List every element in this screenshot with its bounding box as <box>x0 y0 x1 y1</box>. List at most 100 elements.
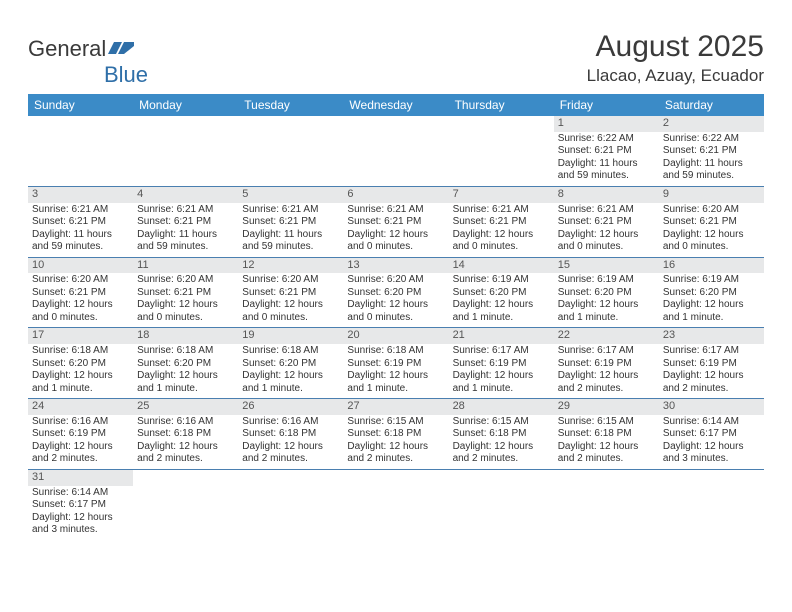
day-line: and 0 minutes. <box>453 241 550 254</box>
day-line: Sunset: 6:18 PM <box>242 428 339 441</box>
day-line: Sunset: 6:21 PM <box>663 145 760 158</box>
day-line: and 1 minute. <box>242 383 339 396</box>
day-line: Daylight: 12 hours <box>663 299 760 312</box>
calendar-page: General August 2025 Llacao, Azuay, Ecuad… <box>0 0 792 560</box>
day-line: Sunset: 6:21 PM <box>242 287 339 300</box>
day-line: Sunset: 6:21 PM <box>663 216 760 229</box>
day-number: 23 <box>659 328 764 344</box>
calendar-day-cell: 23Sunrise: 6:17 AMSunset: 6:19 PMDayligh… <box>659 328 764 399</box>
day-line: Daylight: 12 hours <box>453 370 550 383</box>
day-details: Sunrise: 6:14 AMSunset: 6:17 PMDaylight:… <box>659 415 764 469</box>
calendar-day-cell: 19Sunrise: 6:18 AMSunset: 6:20 PMDayligh… <box>238 328 343 399</box>
day-line: Sunrise: 6:15 AM <box>347 416 444 429</box>
day-line: Sunrise: 6:22 AM <box>663 133 760 146</box>
calendar-week-row: 10Sunrise: 6:20 AMSunset: 6:21 PMDayligh… <box>28 257 764 328</box>
day-line: and 3 minutes. <box>663 453 760 466</box>
day-details: Sunrise: 6:21 AMSunset: 6:21 PMDaylight:… <box>449 203 554 257</box>
calendar-day-cell: 24Sunrise: 6:16 AMSunset: 6:19 PMDayligh… <box>28 399 133 470</box>
day-line: Daylight: 12 hours <box>663 441 760 454</box>
day-line: and 0 minutes. <box>137 312 234 325</box>
calendar-day-cell: 21Sunrise: 6:17 AMSunset: 6:19 PMDayligh… <box>449 328 554 399</box>
day-line: Sunset: 6:21 PM <box>32 216 129 229</box>
day-details: Sunrise: 6:18 AMSunset: 6:20 PMDaylight:… <box>238 344 343 398</box>
calendar-day-cell: 9Sunrise: 6:20 AMSunset: 6:21 PMDaylight… <box>659 186 764 257</box>
day-line: Daylight: 12 hours <box>663 229 760 242</box>
calendar-table: SundayMondayTuesdayWednesdayThursdayFrid… <box>28 94 764 540</box>
day-line: Sunrise: 6:15 AM <box>453 416 550 429</box>
day-line: and 2 minutes. <box>137 453 234 466</box>
day-details: Sunrise: 6:17 AMSunset: 6:19 PMDaylight:… <box>554 344 659 398</box>
calendar-day-cell: 28Sunrise: 6:15 AMSunset: 6:18 PMDayligh… <box>449 399 554 470</box>
day-number: 31 <box>28 470 133 486</box>
day-line: and 0 minutes. <box>32 312 129 325</box>
day-details: Sunrise: 6:20 AMSunset: 6:21 PMDaylight:… <box>28 273 133 327</box>
day-line: and 2 minutes. <box>242 453 339 466</box>
day-line: and 59 minutes. <box>558 170 655 183</box>
day-line: Sunrise: 6:17 AM <box>663 345 760 358</box>
day-number: 24 <box>28 399 133 415</box>
day-line: Sunrise: 6:18 AM <box>347 345 444 358</box>
day-details: Sunrise: 6:18 AMSunset: 6:20 PMDaylight:… <box>133 344 238 398</box>
calendar-week-row: 24Sunrise: 6:16 AMSunset: 6:19 PMDayligh… <box>28 399 764 470</box>
day-line: Sunset: 6:21 PM <box>453 216 550 229</box>
day-line: Sunrise: 6:21 AM <box>137 204 234 217</box>
day-number: 11 <box>133 258 238 274</box>
calendar-day-cell: 8Sunrise: 6:21 AMSunset: 6:21 PMDaylight… <box>554 186 659 257</box>
calendar-empty-cell <box>133 469 238 539</box>
calendar-header: SundayMondayTuesdayWednesdayThursdayFrid… <box>28 94 764 116</box>
day-line: Sunrise: 6:19 AM <box>663 274 760 287</box>
day-line: Daylight: 11 hours <box>32 229 129 242</box>
day-line: Sunset: 6:19 PM <box>558 358 655 371</box>
calendar-empty-cell <box>28 116 133 186</box>
day-line: Sunset: 6:19 PM <box>663 358 760 371</box>
flag-icon <box>108 36 134 62</box>
day-line: Daylight: 11 hours <box>663 158 760 171</box>
day-line: and 2 minutes. <box>32 453 129 466</box>
calendar-empty-cell <box>343 116 448 186</box>
day-number: 9 <box>659 187 764 203</box>
day-number: 22 <box>554 328 659 344</box>
day-line: Daylight: 12 hours <box>137 299 234 312</box>
calendar-empty-cell <box>238 469 343 539</box>
day-details: Sunrise: 6:21 AMSunset: 6:21 PMDaylight:… <box>133 203 238 257</box>
day-details: Sunrise: 6:14 AMSunset: 6:17 PMDaylight:… <box>28 486 133 540</box>
day-line: Daylight: 12 hours <box>347 441 444 454</box>
day-line: and 1 minute. <box>137 383 234 396</box>
day-line: Daylight: 12 hours <box>242 299 339 312</box>
day-line: Sunset: 6:21 PM <box>558 216 655 229</box>
weekday-header: Saturday <box>659 94 764 116</box>
day-number: 3 <box>28 187 133 203</box>
day-line: Daylight: 12 hours <box>453 441 550 454</box>
calendar-empty-cell <box>343 469 448 539</box>
day-line: Daylight: 12 hours <box>32 441 129 454</box>
day-line: Sunset: 6:18 PM <box>347 428 444 441</box>
calendar-day-cell: 12Sunrise: 6:20 AMSunset: 6:21 PMDayligh… <box>238 257 343 328</box>
day-line: Daylight: 12 hours <box>453 229 550 242</box>
day-line: Sunrise: 6:20 AM <box>663 204 760 217</box>
weekday-header: Tuesday <box>238 94 343 116</box>
day-details: Sunrise: 6:15 AMSunset: 6:18 PMDaylight:… <box>554 415 659 469</box>
day-details: Sunrise: 6:20 AMSunset: 6:21 PMDaylight:… <box>133 273 238 327</box>
day-line: Sunrise: 6:17 AM <box>453 345 550 358</box>
day-line: and 1 minute. <box>558 312 655 325</box>
day-line: Daylight: 12 hours <box>558 370 655 383</box>
calendar-empty-cell <box>133 116 238 186</box>
day-number: 21 <box>449 328 554 344</box>
day-line: and 59 minutes. <box>137 241 234 254</box>
day-line: Sunrise: 6:21 AM <box>242 204 339 217</box>
location-label: Llacao, Azuay, Ecuador <box>587 66 764 86</box>
day-line: Daylight: 11 hours <box>558 158 655 171</box>
day-line: Sunset: 6:21 PM <box>32 287 129 300</box>
day-details: Sunrise: 6:21 AMSunset: 6:21 PMDaylight:… <box>554 203 659 257</box>
day-line: Sunset: 6:20 PM <box>453 287 550 300</box>
day-line: Daylight: 11 hours <box>242 229 339 242</box>
day-number: 14 <box>449 258 554 274</box>
calendar-week-row: 3Sunrise: 6:21 AMSunset: 6:21 PMDaylight… <box>28 186 764 257</box>
day-line: and 0 minutes. <box>347 312 444 325</box>
day-line: and 0 minutes. <box>242 312 339 325</box>
day-line: Daylight: 12 hours <box>347 370 444 383</box>
day-number: 10 <box>28 258 133 274</box>
day-line: Sunrise: 6:16 AM <box>137 416 234 429</box>
calendar-day-cell: 14Sunrise: 6:19 AMSunset: 6:20 PMDayligh… <box>449 257 554 328</box>
day-details: Sunrise: 6:21 AMSunset: 6:21 PMDaylight:… <box>343 203 448 257</box>
